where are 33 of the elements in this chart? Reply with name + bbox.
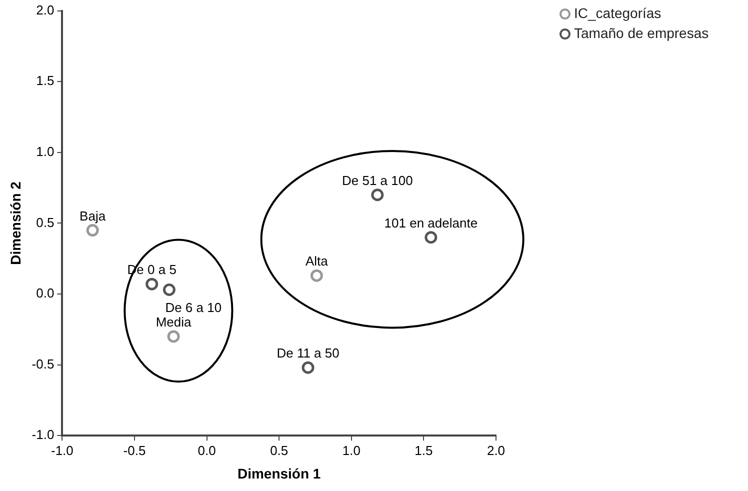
y-tick-label: 0.0 xyxy=(36,286,54,301)
annotation: Baja xyxy=(80,208,106,224)
y-tick-label: 2.0 xyxy=(36,2,54,18)
point xyxy=(424,231,438,244)
annotation: De 11 a 50 xyxy=(276,346,340,361)
y-axis-title: Dimensión 2 xyxy=(7,181,24,265)
legend-label: IC_categorías xyxy=(574,4,662,21)
y-tick-label: 1.5 xyxy=(36,73,54,88)
y-tick-label: -1.0 xyxy=(32,427,54,442)
point xyxy=(302,361,314,374)
point xyxy=(371,188,384,202)
x-axis-title: Dimensión 1 xyxy=(237,465,321,482)
point xyxy=(167,330,180,343)
annotation: De 51 a 100 xyxy=(342,172,413,188)
y-tick-label: 0.5 xyxy=(36,214,54,230)
point xyxy=(310,269,323,282)
point xyxy=(162,284,176,296)
x-tick-label: 1.5 xyxy=(414,442,433,458)
annotation: De 6 a 10 xyxy=(165,300,222,315)
x-tick-label: -0.5 xyxy=(123,442,146,458)
x-tick-label: -1.0 xyxy=(51,442,74,458)
legend-label: Tamaño de empresas xyxy=(574,24,709,41)
point xyxy=(146,278,158,290)
x-tick-label: 0.0 xyxy=(198,442,216,458)
x-tick-label: 1.0 xyxy=(342,442,360,458)
point xyxy=(86,224,99,237)
annotation: 101 en adelante xyxy=(384,215,478,230)
y-tick-label: -0.5 xyxy=(32,356,54,372)
x-tick-label: 2.0 xyxy=(486,442,506,458)
annotation: Media xyxy=(156,314,192,330)
y-tick-label: 1.0 xyxy=(36,144,54,159)
annotation: Alta xyxy=(305,254,329,269)
x-tick-label: 0.5 xyxy=(270,442,288,458)
